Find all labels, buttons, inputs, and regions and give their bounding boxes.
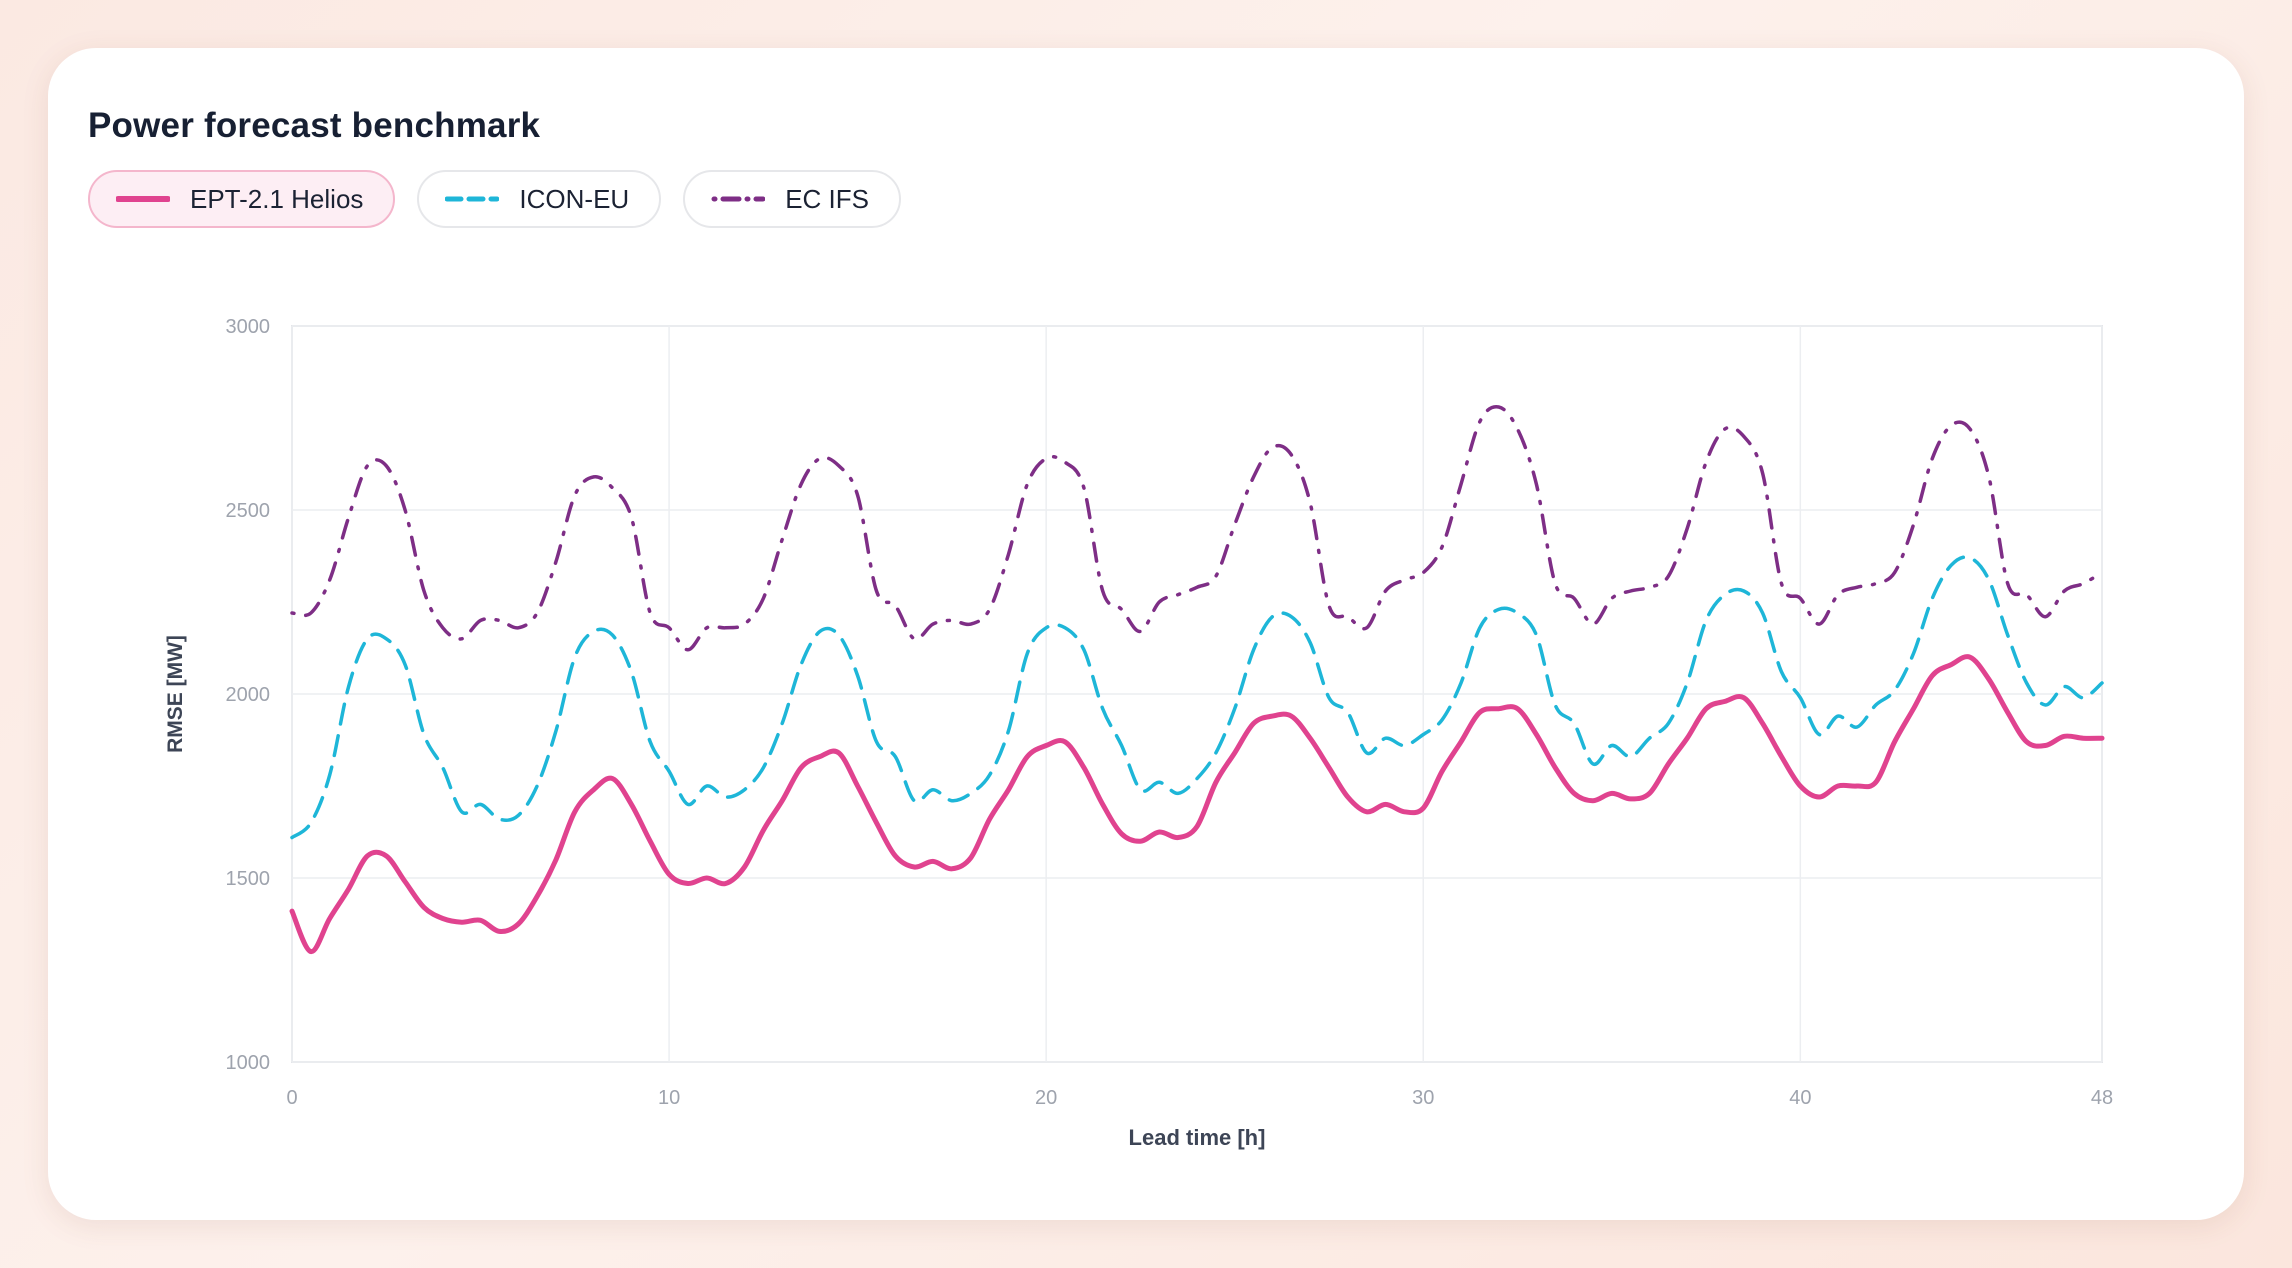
y-tick-label: 2000 — [226, 684, 271, 706]
series-line-ec-ifs — [290, 404, 2104, 652]
legend-item-ec-ifs[interactable]: EC IFS — [683, 170, 901, 228]
x-tick-label: 40 — [1789, 1087, 1811, 1109]
series-layer — [289, 404, 2105, 955]
chart-title: Power forecast benchmark — [88, 106, 541, 145]
x-tick-label: 0 — [286, 1087, 297, 1109]
axes: 1000 1500 2000 2500 3000 0 10 20 30 40 48 — [226, 316, 2114, 1109]
dashdot-line-swatch-icon — [711, 196, 766, 202]
legend-label: EPT-2.1 Helios — [190, 183, 364, 214]
x-tick-label: 48 — [2091, 1087, 2113, 1109]
y-tick-label: 3000 — [226, 316, 271, 338]
dashed-line-swatch-icon — [445, 196, 500, 202]
legend-label: EC IFS — [785, 183, 869, 214]
x-tick-label: 20 — [1035, 1087, 1057, 1109]
legend-label: ICON-EU — [519, 183, 630, 214]
series-line-icon-eu — [290, 555, 2104, 840]
y-tick-label: 1500 — [226, 868, 271, 890]
y-tick-label: 2500 — [226, 500, 271, 522]
y-tick-label: 1000 — [226, 1052, 271, 1074]
y-axis-label: RMSE [MW] — [164, 635, 187, 753]
legend-item-icon-eu[interactable]: ICON-EU — [417, 170, 662, 228]
x-axis-label: Lead time [h] — [1129, 1125, 1266, 1150]
legend: EPT-2.1 Helios ICON-EU EC IFS — [88, 170, 901, 228]
series-line-ept-2-1-helios — [289, 654, 2105, 955]
solid-line-swatch-icon — [116, 196, 170, 202]
legend-item-ept-helios[interactable]: EPT-2.1 Helios — [88, 170, 396, 228]
grid — [291, 325, 2103, 1063]
x-tick-label: 10 — [658, 1087, 680, 1109]
chart-card — [48, 48, 2244, 1220]
x-tick-label: 30 — [1412, 1087, 1434, 1109]
